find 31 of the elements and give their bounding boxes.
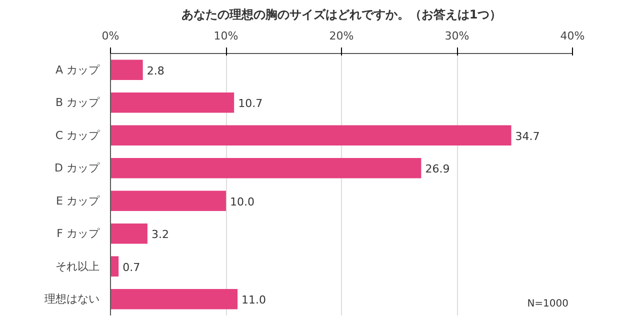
bar xyxy=(110,125,512,146)
bar xyxy=(110,92,234,113)
y-tick-label: B カップ xyxy=(55,96,100,110)
x-tick-label: 10% xyxy=(214,30,238,42)
y-tick-label: C カップ xyxy=(55,128,100,142)
x-tick-label: 0% xyxy=(102,30,120,42)
y-tick-label: F カップ xyxy=(56,227,100,240)
data-label: 34.7 xyxy=(515,130,540,143)
y-tick-label: それ以上 xyxy=(56,260,100,273)
data-label: 11.0 xyxy=(242,294,266,307)
bar xyxy=(110,190,226,212)
y-tick-label: D カップ xyxy=(54,162,100,175)
bar xyxy=(110,60,143,80)
annotation: N=1000 xyxy=(527,298,569,310)
data-label: 3.2 xyxy=(151,228,169,242)
bar xyxy=(110,223,148,244)
bar xyxy=(110,256,119,277)
data-label: 2.8 xyxy=(146,64,164,78)
y-tick-label: E カップ xyxy=(56,194,100,208)
data-label: 0.7 xyxy=(122,260,140,274)
data-label: 26.9 xyxy=(425,162,450,176)
bar xyxy=(110,288,238,310)
data-label: 10.0 xyxy=(230,195,254,208)
x-tick-label: 20% xyxy=(329,30,354,42)
y-tick-label: 理想はない xyxy=(44,292,100,306)
chart-title: あなたの理想の胸のサイズはどれですか。（お答えは1つ） xyxy=(181,8,502,22)
y-tick-label: A カップ xyxy=(55,63,100,76)
x-tick-label: 30% xyxy=(444,30,470,42)
data-label: 10.7 xyxy=(238,97,263,110)
x-tick-label: 40% xyxy=(560,30,585,42)
bar xyxy=(110,158,422,178)
